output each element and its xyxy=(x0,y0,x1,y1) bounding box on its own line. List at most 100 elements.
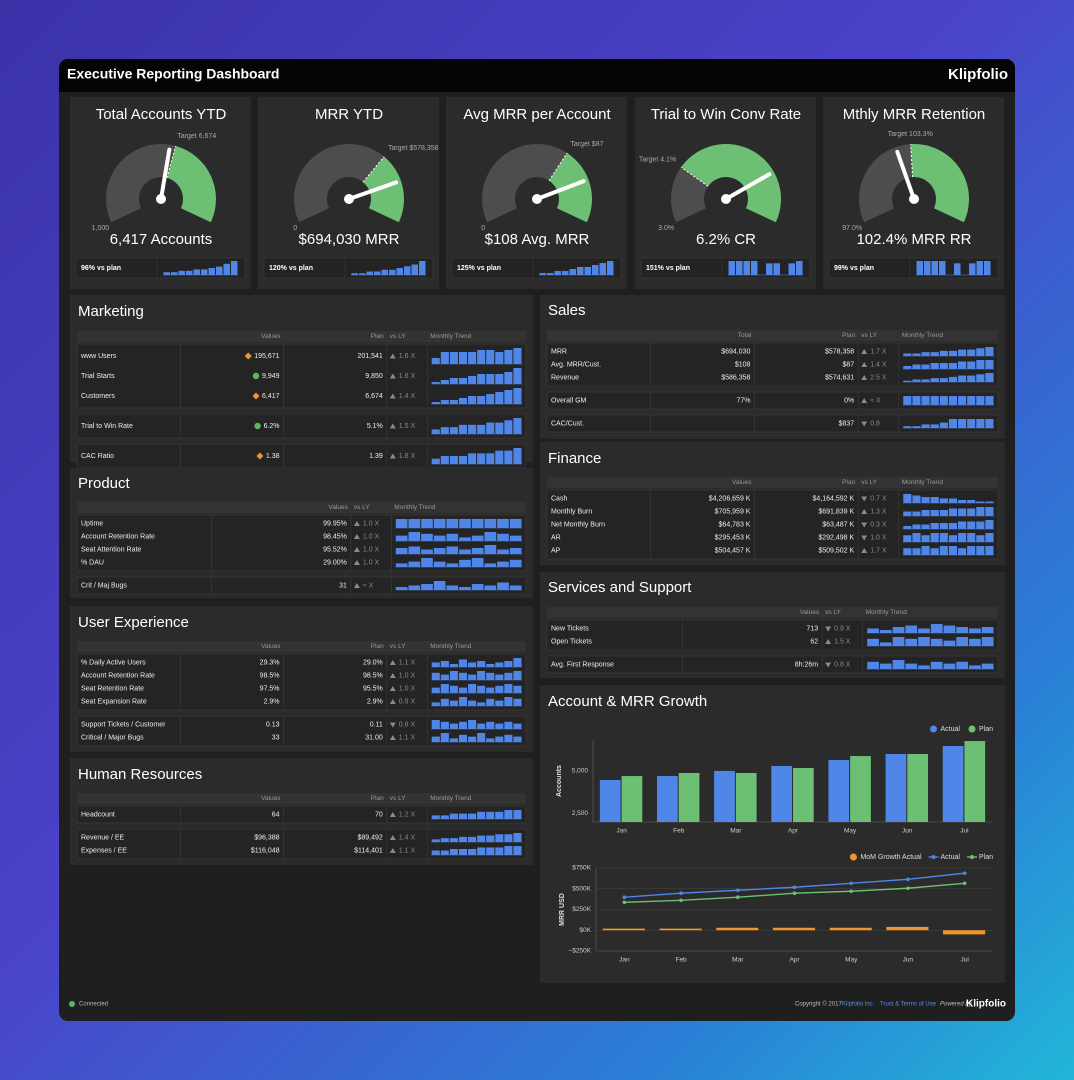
sparkline-bar xyxy=(495,450,504,464)
gauge-arc xyxy=(910,144,969,223)
gauge-target-label: Target 103.3% xyxy=(888,131,933,138)
sparkline-bar xyxy=(477,424,486,434)
vs-ly-icon xyxy=(389,699,396,704)
sparkline-bar xyxy=(743,261,750,275)
cell-value: 2.9% xyxy=(264,698,280,705)
sparkline-bar xyxy=(446,519,459,528)
sparkline-bar xyxy=(985,520,994,529)
cell-value: 29.00% xyxy=(323,559,347,566)
sparkline-bar xyxy=(930,352,939,356)
sparkline-bar xyxy=(193,269,200,275)
gauge-title: Mthly MRR Retention xyxy=(843,106,986,123)
row-label: Revenue / EE xyxy=(81,834,125,841)
legend-label: Actual xyxy=(941,854,961,861)
row-label: Headcount xyxy=(81,811,115,818)
cell-value: 31 xyxy=(339,582,347,589)
row-label: Revenue xyxy=(551,374,579,381)
sparkline-bar xyxy=(513,698,522,706)
sparkline-bar xyxy=(976,521,985,529)
sparkline-bar xyxy=(446,563,459,567)
sparkline-bar xyxy=(912,533,921,542)
sparkline-bar xyxy=(976,535,985,542)
sparkline-bar xyxy=(916,261,923,275)
sparkline-bar xyxy=(912,379,921,382)
cell-value: 95.5% xyxy=(363,685,383,692)
sparkline-bar xyxy=(459,537,471,541)
sparkline-bar xyxy=(948,498,958,503)
footer-terms[interactable]: Trust & Terms of Use xyxy=(880,1002,937,1008)
column-header: Monthly Trend xyxy=(430,333,472,340)
sparkline-bar xyxy=(921,396,930,405)
row-label: Expenses / EE xyxy=(81,847,127,854)
cell-value: 0% xyxy=(844,397,854,404)
sparkline-bar xyxy=(163,272,170,275)
row-label: MRR xyxy=(551,348,567,355)
sparkline-bar xyxy=(449,813,458,819)
panel-title: Product xyxy=(78,475,131,492)
sparkline-bar xyxy=(477,396,486,404)
gauge-arc xyxy=(363,156,405,223)
cell-value: $574,631 xyxy=(825,374,854,381)
vs-ly-icon xyxy=(389,423,396,429)
sparkline-bar xyxy=(912,511,921,516)
sparkline-bar xyxy=(208,268,215,275)
gauge-vs-plan: 120% vs plan xyxy=(269,265,313,272)
cell-value: 64 xyxy=(272,811,280,818)
row-label: % DAU xyxy=(81,559,104,566)
cell-value: $509,502 K xyxy=(818,547,854,554)
sparkline-bar xyxy=(948,363,958,369)
sparkline-bar xyxy=(736,261,743,275)
sparkline-bar xyxy=(486,422,495,434)
gauge-vs-plan: 99% vs plan xyxy=(834,265,874,272)
sparkline-bar xyxy=(459,559,471,567)
cell-value: 62 xyxy=(810,638,818,645)
sparkline-bar xyxy=(484,563,497,567)
sparkline-bar xyxy=(458,721,468,729)
gauge-arc xyxy=(670,167,709,223)
gauge-title: Trial to Win Conv Rate xyxy=(651,106,801,123)
cell-value: 9,850 xyxy=(365,373,383,380)
header-bar xyxy=(59,59,1015,92)
cell-value: 98.5% xyxy=(363,672,383,679)
vs-ly-value: 1.8 X xyxy=(399,453,416,460)
vs-ly-value: 1.3 X xyxy=(870,508,887,515)
sparkline-bar xyxy=(939,363,948,369)
sparkline-bar xyxy=(471,519,484,528)
sparkline-bar xyxy=(958,548,967,555)
sparkline-bar xyxy=(486,374,495,384)
gauge-panel xyxy=(446,97,627,289)
sparkline-bar xyxy=(495,834,504,842)
sparkline-bar xyxy=(458,697,468,706)
vs-ly-icon xyxy=(861,535,868,541)
column-header: Total xyxy=(738,332,752,339)
status-icon xyxy=(256,452,264,460)
sparkline-bar xyxy=(471,584,484,590)
sparkline-bar xyxy=(967,500,976,503)
sparkline-bar xyxy=(178,270,185,275)
cell-value: 201,541 xyxy=(357,353,382,360)
gauge-vs-plan: 151% vs plan xyxy=(646,265,690,272)
sparkline-bar xyxy=(433,519,446,528)
sparkline-bar xyxy=(948,535,958,542)
sparkline-bar xyxy=(967,396,976,405)
sparkline-bar xyxy=(985,533,994,542)
bar xyxy=(659,928,702,931)
table-header xyxy=(547,330,998,341)
cell-value: $586,358 xyxy=(721,374,750,381)
sparkline-bar xyxy=(513,833,522,842)
sparkline-bar xyxy=(985,396,994,405)
row-label: CAC Ratio xyxy=(81,453,114,460)
sparkline-bar xyxy=(921,524,930,529)
gauge-min-label: 0 xyxy=(293,225,297,232)
cell-value: 0.13 xyxy=(266,721,280,728)
sparkline-bar xyxy=(930,378,939,382)
y-tick-label: $500K xyxy=(572,885,591,892)
vs-ly-value: 1.0 X xyxy=(363,533,380,540)
vs-ly-value: ≈ X xyxy=(363,582,374,589)
row-label: Trial Starts xyxy=(81,373,115,380)
sparkline-bar xyxy=(458,456,468,464)
sparkline-bar xyxy=(967,419,976,428)
cell-value: $694,030 xyxy=(721,348,750,355)
sparkline-bar xyxy=(958,361,967,369)
sparkline-bar xyxy=(509,548,522,554)
